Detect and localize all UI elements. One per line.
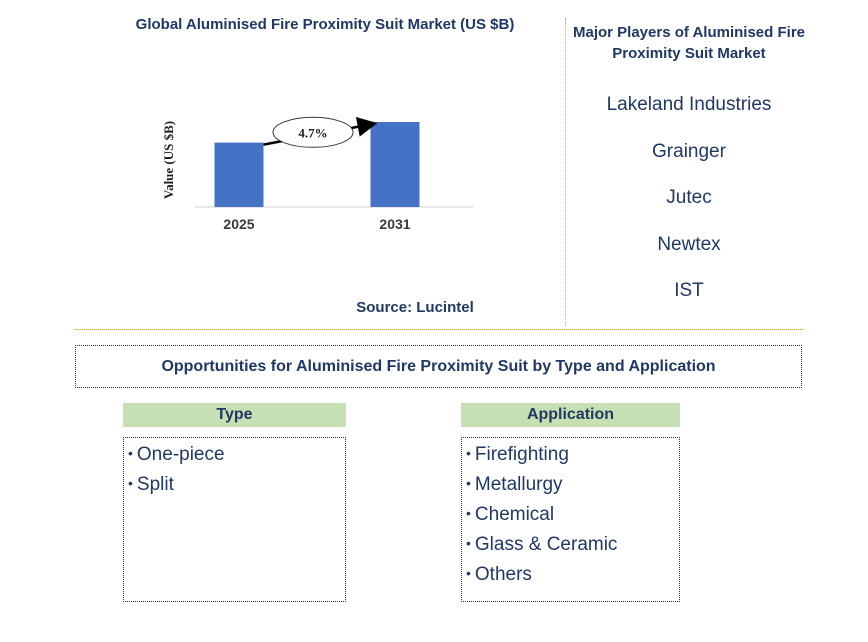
type-item-label: One-piece	[136, 444, 225, 465]
bullet-icon: •	[128, 445, 133, 461]
horizontal-divider	[75, 329, 803, 330]
application-item-label: Firefighting	[474, 444, 569, 465]
application-item-label: Others	[474, 564, 532, 585]
y-axis-label: Value (US $B)	[161, 121, 176, 199]
chart-title: Global Aluminised Fire Proximity Suit Ma…	[135, 16, 515, 33]
player-item: IST	[570, 278, 808, 325]
bullet-icon: •	[128, 475, 133, 491]
application-item: • Firefighting	[466, 440, 679, 470]
x-tick-label: 2031	[379, 216, 410, 232]
opportunities-title: Opportunities for Aluminised Fire Proxim…	[75, 345, 802, 388]
bullet-icon: •	[466, 535, 471, 551]
bar-2031	[370, 122, 420, 207]
player-item-label: Jutec	[666, 187, 712, 208]
players-list: Lakeland Industries Grainger Jutec Newtex IS…	[570, 92, 808, 325]
bar-chart: Value (US $B) 2025 2031 4.7%	[161, 116, 473, 232]
players-title: Major Players of Aluminised Fire Proximi…	[572, 24, 805, 62]
application-item-label: Glass & Ceramic	[474, 534, 618, 555]
bullet-icon: •	[466, 565, 471, 581]
player-item-label: Newtex	[657, 233, 721, 255]
source-note: Source: Lucintel	[356, 299, 474, 316]
application-item: • Glass & Ceramic	[466, 530, 679, 560]
cagr-bubble	[272, 116, 354, 148]
type-header: Type	[123, 403, 346, 427]
application-item-label: Chemical	[474, 504, 555, 525]
application-item: • Chemical	[466, 500, 679, 530]
application-list: • Firefighting • Metallurgy • Chemical • Glass …	[461, 437, 680, 602]
type-list: • One-piece • Split	[123, 437, 346, 602]
player-item: Newtex	[570, 232, 808, 279]
vertical-divider	[565, 18, 566, 326]
player-item: Grainger	[570, 139, 808, 186]
type-item: • Split	[128, 470, 345, 500]
player-item: Lakeland Industries	[570, 92, 808, 139]
player-item-label: Lakeland Industries	[606, 94, 772, 115]
bar-2025	[214, 142, 264, 207]
cagr-label: 4.7%	[298, 125, 327, 140]
bullet-icon: •	[466, 505, 471, 521]
application-header: Application	[461, 403, 680, 427]
application-item: • Metallurgy	[466, 470, 679, 500]
player-item: Jutec	[570, 185, 808, 232]
x-tick-label: 2025	[223, 216, 254, 232]
type-item-label: Split	[136, 474, 174, 495]
bullet-icon: •	[466, 445, 471, 461]
bullet-icon: •	[466, 475, 471, 491]
player-item-label: Grainger	[652, 140, 726, 162]
application-item: • Others	[466, 560, 679, 590]
player-item-label: IST	[674, 280, 704, 301]
application-item-label: Metallurgy	[474, 474, 563, 495]
type-item: • One-piece	[128, 440, 345, 470]
